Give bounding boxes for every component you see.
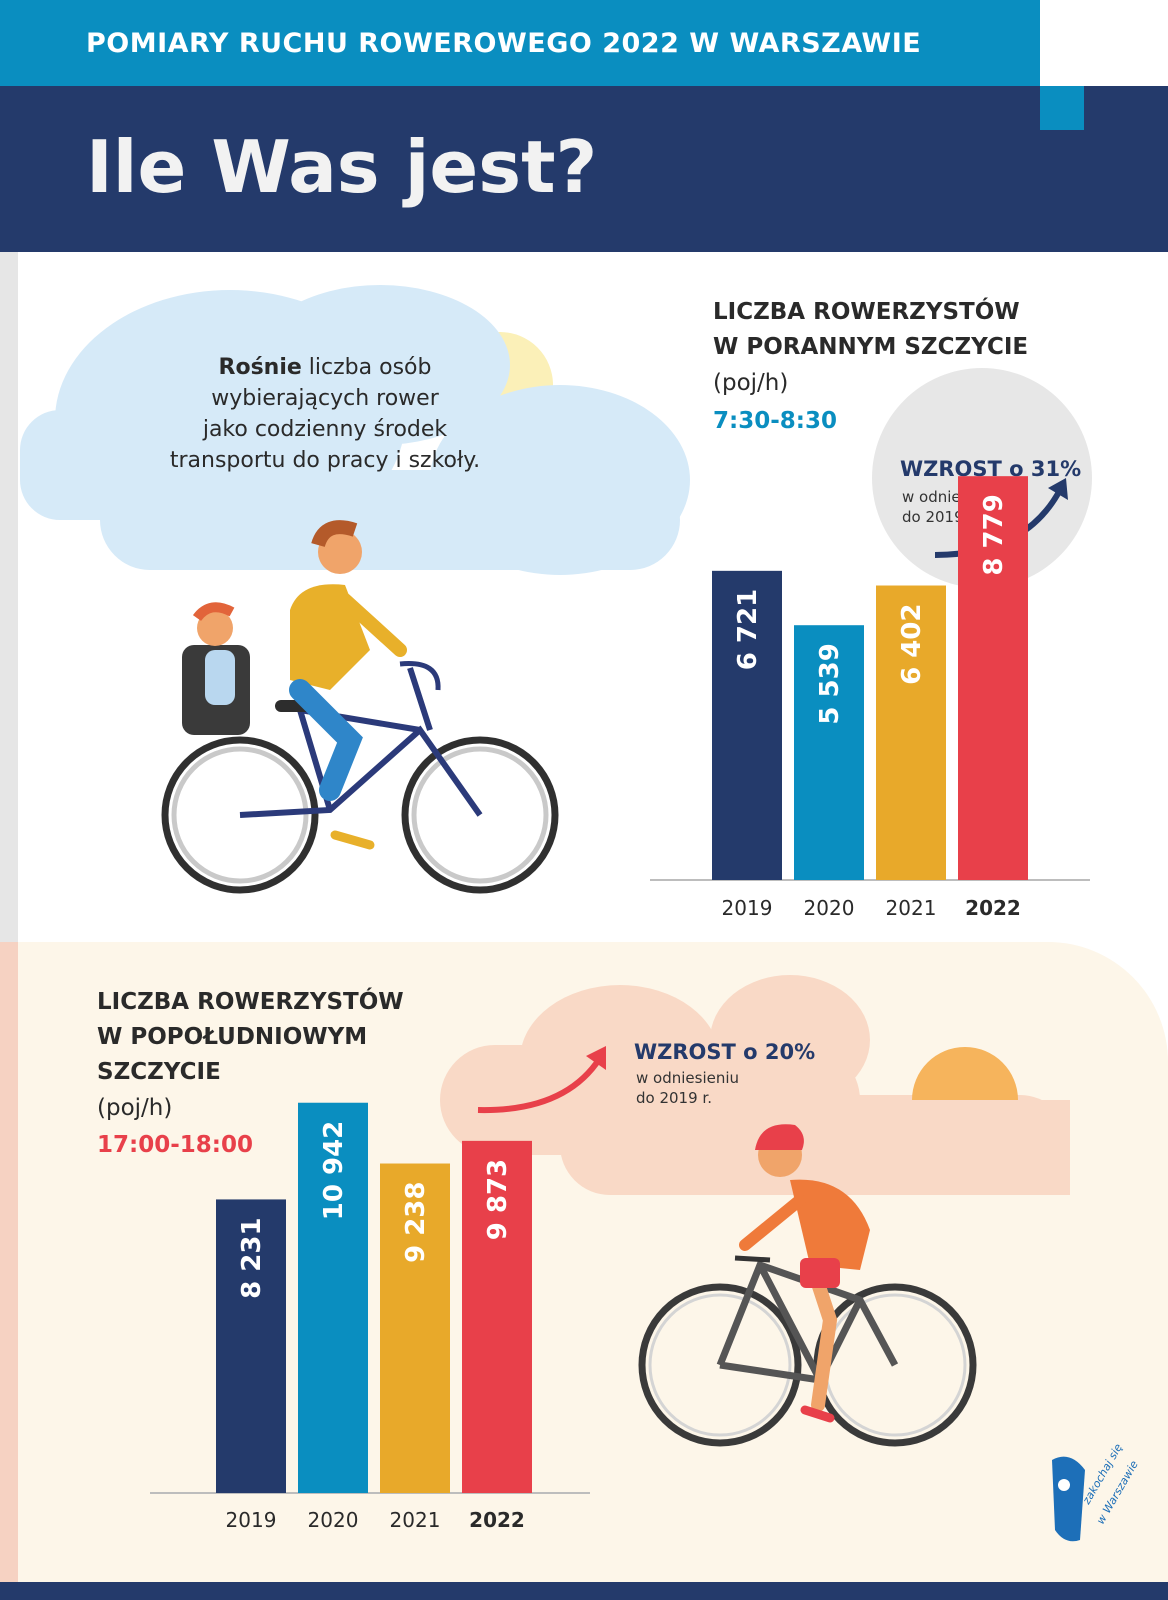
top-banner-title: POMIARY RUCHU ROWEROWEGO 2022 W WARSZAWI… [86, 28, 922, 59]
afternoon-growth-title: WZROST o 20% [634, 1040, 816, 1064]
afternoon-bar-2022 [462, 1140, 532, 1493]
sunset-sun-icon [912, 1047, 1018, 1100]
afternoon-title-line3: SZCZYCIE [97, 1059, 221, 1085]
sport-cyclist-illustration [638, 1124, 977, 1447]
cloud-message-line2: wybierających rower [211, 386, 439, 411]
page-headline: Ile Was jest? [86, 125, 598, 209]
afternoon-value-label-2021: 9 238 [401, 1182, 431, 1263]
morning-value-label-2021: 6 402 [897, 604, 927, 685]
afternoon-title-line1: LICZBA ROWERZYSTÓW [97, 989, 404, 1015]
footer-band [0, 1582, 1168, 1600]
afternoon-category-label-2021: 2021 [390, 1508, 441, 1532]
afternoon-bar-2020 [298, 1102, 368, 1493]
morning-bar-2022 [958, 476, 1028, 880]
morning-value-label-2019: 6 721 [733, 589, 763, 670]
afternoon-side-strip [0, 942, 18, 1582]
cloud-message-line4: transportu do pracy i szkoły. [169, 448, 481, 473]
afternoon-value-label-2020: 10 942 [319, 1121, 349, 1221]
morning-unit: (poj/h) [713, 370, 789, 396]
afternoon-unit: (poj/h) [97, 1095, 173, 1121]
cloud-message: Rośnie liczba osób wybierających rower j… [90, 352, 560, 476]
morning-title-line2: W PORANNYM SZCZYCIE [713, 334, 1029, 360]
morning-category-label-2019: 2019 [722, 896, 773, 920]
afternoon-category-label-2019: 2019 [226, 1508, 277, 1532]
growth-arrow-afternoon-icon [477, 1056, 603, 1114]
cloud-illustration [20, 285, 690, 575]
afternoon-bar-2019 [216, 1199, 286, 1493]
morning-value-label-2020: 5 539 [815, 643, 845, 724]
morning-category-label-2020: 2020 [804, 896, 855, 920]
afternoon-value-label-2022: 9 873 [483, 1159, 513, 1240]
cloud-message-line3: jako codzienny środek [202, 417, 448, 442]
top-banner [0, 0, 1040, 86]
side-strip-decoration [0, 252, 18, 942]
afternoon-time-range: 17:00-18:00 [97, 1132, 253, 1158]
morning-bar-2021 [876, 585, 946, 880]
header-band [0, 86, 1168, 252]
morning-bar-2019 [712, 570, 782, 880]
afternoon-bar-2021 [380, 1163, 450, 1493]
morning-bar-chart: 6 721 2019 5 539 2020 6 402 2021 8 779 2022 [650, 476, 1090, 920]
afternoon-growth-sub1: w odniesieniu [636, 1069, 740, 1087]
morning-category-label-2021: 2021 [886, 896, 937, 920]
morning-time-range: 7:30-8:30 [713, 408, 837, 434]
afternoon-category-label-2020: 2020 [308, 1508, 359, 1532]
cloud-message-line1: liczba osób [301, 355, 432, 380]
morning-value-label-2022: 8 779 [979, 494, 1009, 575]
afternoon-bar-chart: 8 231 2019 10 942 2020 9 238 2021 9 873 2022 [150, 1102, 590, 1532]
corner-square-decoration [1040, 86, 1084, 130]
afternoon-value-label-2019: 8 231 [237, 1217, 267, 1298]
afternoon-title-line2: W POPOŁUDNIOWYM [97, 1024, 368, 1050]
cloud-message-bold: Rośnie [218, 355, 302, 380]
morning-title-line1: LICZBA ROWERZYSTÓW [713, 299, 1020, 325]
afternoon-category-label-2022: 2022 [469, 1508, 525, 1532]
family-cyclist-illustration [161, 520, 559, 894]
logo-mark-icon [1052, 1456, 1085, 1542]
morning-category-label-2022: 2022 [965, 896, 1021, 920]
afternoon-growth-sub2: do 2019 r. [636, 1089, 712, 1107]
morning-bar-2020 [794, 625, 864, 880]
